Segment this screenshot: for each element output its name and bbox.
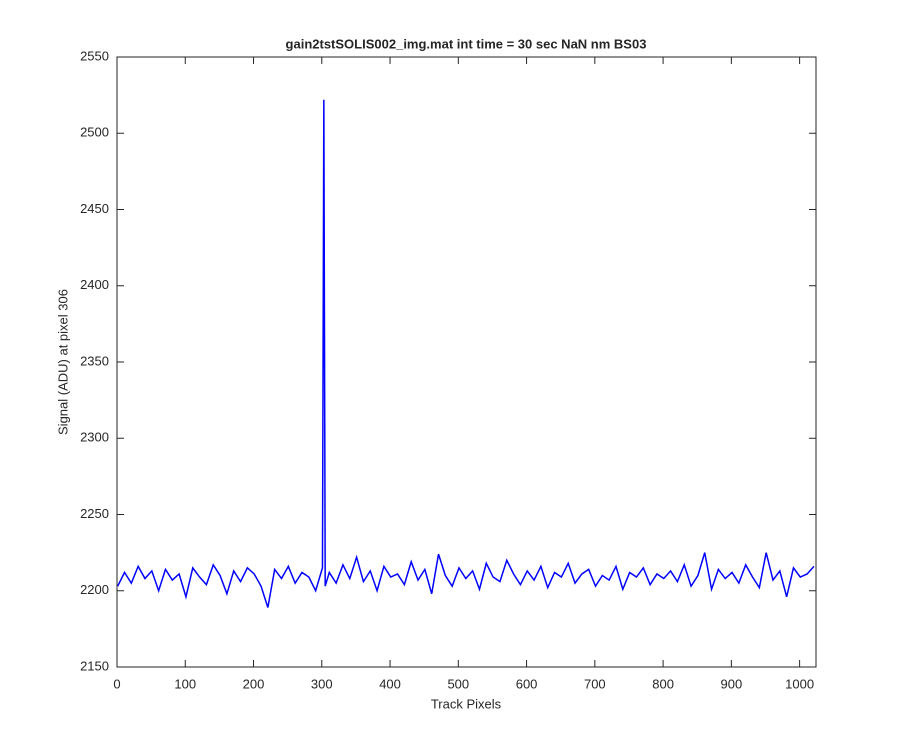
y-tick-label: 2200	[80, 582, 109, 597]
x-tick-label: 900	[721, 676, 743, 691]
y-tick-label: 2450	[80, 201, 109, 216]
y-tick-label: 2500	[80, 125, 109, 140]
x-tick-label: 300	[311, 676, 333, 691]
x-tick-label: 100	[174, 676, 196, 691]
x-axis-label: Track Pixels	[431, 696, 502, 711]
y-tick-label: 2300	[80, 430, 109, 445]
y-axis-label: Signal (ADU) at pixel 306	[55, 289, 70, 435]
axes-box	[116, 56, 817, 668]
y-tick-label: 2550	[80, 48, 109, 63]
y-tick-label: 2350	[80, 353, 109, 368]
x-tick-label: 400	[379, 676, 401, 691]
x-tick-label: 600	[516, 676, 538, 691]
x-tick-label: 800	[652, 676, 674, 691]
chart-title: gain2tstSOLIS002_img.mat int time = 30 s…	[286, 36, 647, 51]
y-tick-label: 2400	[80, 277, 109, 292]
data-line	[117, 99, 815, 608]
x-tick-label: 500	[447, 676, 469, 691]
y-tick-label: 2150	[80, 658, 109, 673]
x-tick-label: 700	[584, 676, 606, 691]
x-tick-label: 200	[243, 676, 265, 691]
x-tick-label: 1000	[785, 676, 814, 691]
x-tick-label: 0	[113, 676, 120, 691]
y-tick-label: 2250	[80, 506, 109, 521]
